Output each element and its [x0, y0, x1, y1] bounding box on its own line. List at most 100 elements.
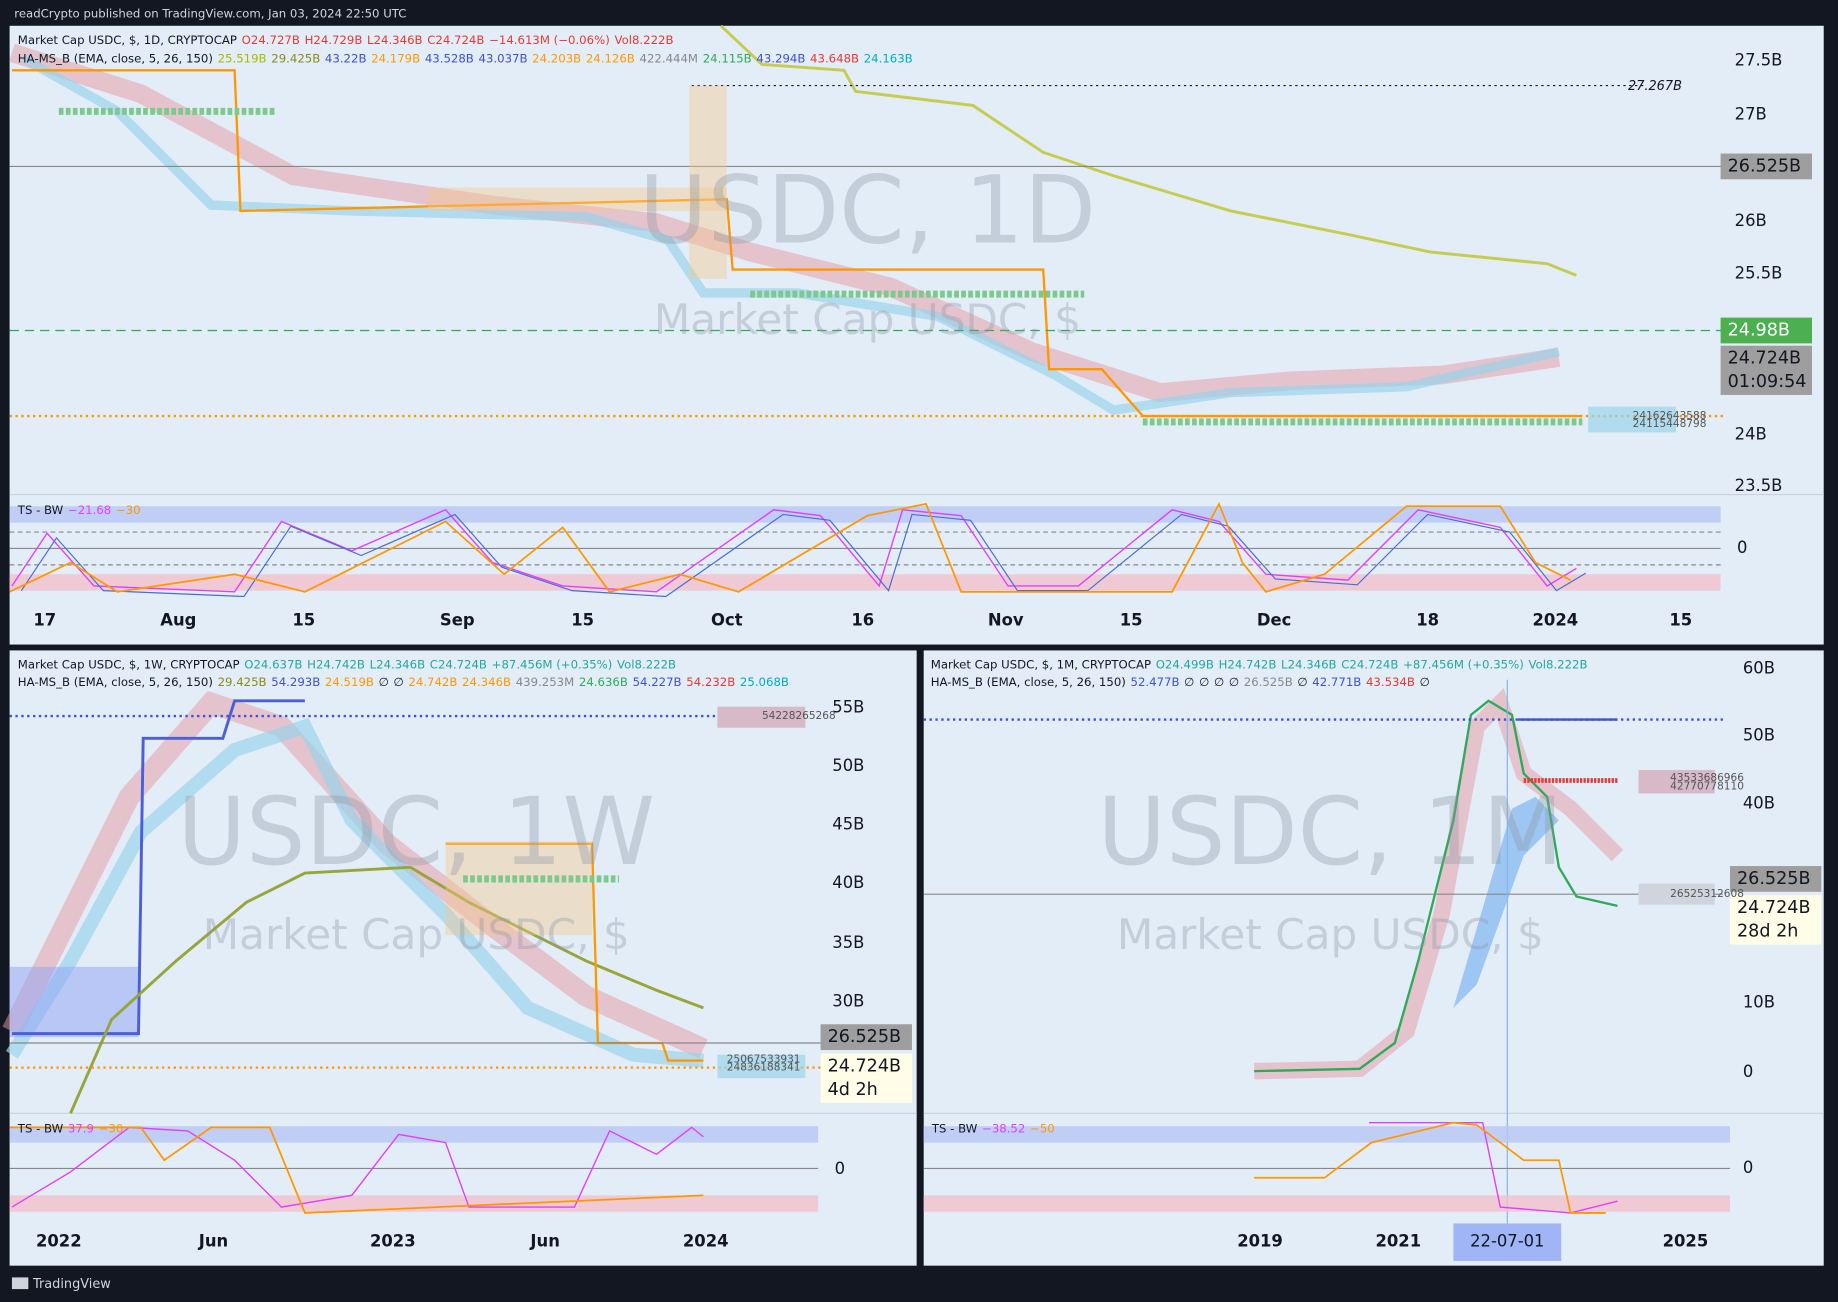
price-badge: [1729, 895, 1822, 945]
time-label: 2024: [683, 1232, 729, 1251]
legend-value: O24.637B: [244, 657, 302, 671]
price-label: 60B: [1743, 659, 1775, 678]
time-label: Sep: [440, 611, 475, 630]
price-label: 35B: [832, 933, 864, 952]
legend-value: Market Cap USDC, $, 1W, CRYPTOCAP: [18, 657, 240, 671]
legend-value: 42.771B: [1312, 675, 1361, 689]
watermark-name: Market Cap USDC, $: [1117, 910, 1544, 959]
legend-value: L24.346B: [1281, 657, 1337, 671]
legend-value: −14.613M (−0.06%): [489, 32, 610, 46]
legend-value: 52.477B: [1131, 675, 1180, 689]
legend-value: 26.525B: [1244, 675, 1293, 689]
legend-value: 25.068B: [740, 675, 789, 689]
price-badge: [820, 1024, 912, 1051]
legend-value: 24.203B: [532, 51, 581, 65]
price-label: 55B: [832, 697, 864, 716]
time-label: 2021: [1376, 1232, 1422, 1251]
legend-value: 24.636B: [579, 675, 628, 689]
legend-value: 29.425B: [218, 675, 267, 689]
legend-value: 43.528B: [425, 51, 474, 65]
legend-value: 43.648B: [810, 51, 859, 65]
watermark-name: Market Cap USDC, $: [203, 910, 630, 959]
time-label: 17: [33, 611, 56, 630]
legend-value: Vol8.222B: [614, 32, 673, 46]
legend-value: ∅: [1214, 675, 1224, 689]
legend-value: ∅: [1297, 675, 1307, 689]
level-label: 42770778110: [1670, 780, 1744, 792]
time-label: 2022: [36, 1232, 82, 1251]
price-badge: [1720, 317, 1813, 344]
level-label: 25067533931: [727, 1053, 801, 1065]
price-label: 50B: [1743, 725, 1775, 744]
time-label: 2024: [1533, 611, 1579, 630]
drawing-1m: [923, 679, 1730, 1225]
price-badge: [1720, 345, 1813, 395]
legend-line: Market Cap USDC, $, 1D, CRYPTOCAP O24.727…: [18, 32, 674, 46]
level-label: 24115448798: [1633, 418, 1707, 430]
time-label: 15: [571, 611, 594, 630]
legend-value: 54.232B: [686, 675, 735, 689]
indicator-value: −38.52: [982, 1121, 1025, 1135]
time-label: Aug: [160, 611, 196, 630]
legend-value: C24.724B: [427, 32, 484, 46]
price-label: 30B: [832, 991, 864, 1010]
legend-value: 43.037B: [479, 51, 528, 65]
indicator-value: TS - BW: [931, 1121, 978, 1135]
price-badge-text: 24.724B: [828, 1056, 902, 1076]
legend-value: HA-MS_B (EMA, close, 5, 26, 150): [931, 675, 1126, 689]
price-badge-text: 26.525B: [1728, 156, 1802, 176]
price-label: 10B: [1743, 993, 1775, 1012]
legend-value: O24.727B: [242, 32, 300, 46]
legend-value: 25.519B: [218, 51, 267, 65]
legend-value: ∅: [1199, 675, 1209, 689]
legend-value: 29.425B: [271, 51, 320, 65]
price-badge-text: 24.98B: [1728, 320, 1790, 340]
time-label: Jun: [529, 1232, 559, 1251]
legend-value: Market Cap USDC, $, 1D, CRYPTOCAP: [18, 32, 237, 46]
price-label: 40B: [832, 873, 864, 892]
indicator-zero: 0: [1737, 538, 1747, 557]
legend-value: O24.499B: [1156, 657, 1214, 671]
legend-value: 422.444M: [640, 51, 699, 65]
legend-value: Vol8.222B: [1528, 657, 1587, 671]
time-label: 2019: [1237, 1232, 1283, 1251]
level-label: 43533686966: [1670, 772, 1744, 784]
drawing-1w: [2, 690, 821, 1214]
legend-value: H24.742B: [307, 657, 365, 671]
watermark-symbol: USDC, 1M: [1097, 778, 1563, 887]
indicator-value: TS - BW: [17, 1121, 64, 1135]
indicator-zero: 0: [835, 1159, 845, 1178]
price-badge: [1720, 153, 1813, 180]
logo: [11, 1277, 29, 1290]
footer: TradingView: [32, 1277, 111, 1292]
legend-value: Market Cap USDC, $, 1M, CRYPTOCAP: [931, 657, 1151, 671]
legend-value: 24.346B: [462, 675, 511, 689]
time-label: Jun: [198, 1232, 228, 1251]
legend-value: 24.115B: [703, 51, 752, 65]
time-label: 16: [851, 611, 874, 630]
crosshair-time: [1453, 1223, 1562, 1261]
legend-value: C24.724B: [430, 657, 487, 671]
legend-value: HA-MS_B (EMA, close, 5, 26, 150): [18, 675, 213, 689]
price-badge-text: 26.525B: [828, 1027, 902, 1047]
time-label: 15: [1669, 611, 1692, 630]
indicator-value: −30: [99, 1121, 124, 1135]
price-label: 23.5B: [1735, 476, 1783, 495]
indicator-legend: TS - BW −21.68 −30: [17, 502, 141, 516]
legend-value: 24.519B: [325, 675, 374, 689]
price-label: 0: [1743, 1062, 1753, 1081]
price-label: 27.5B: [1735, 50, 1783, 69]
legend-value: 43.294B: [756, 51, 805, 65]
legend-value: ∅: [1184, 675, 1194, 689]
level-label: 26525312608: [1670, 888, 1744, 900]
time-label: 15: [1120, 611, 1143, 630]
indicator-value: −50: [1030, 1121, 1055, 1135]
price-badge-countdown: 4d 2h: [828, 1080, 878, 1100]
legend-value: 54.293B: [271, 675, 320, 689]
legend-value: L24.346B: [367, 32, 423, 46]
legend-line: HA-MS_B (EMA, close, 5, 26, 150) 25.519B 2…: [18, 51, 913, 65]
price-badge: [1729, 866, 1822, 892]
legend-value: ∅: [379, 675, 389, 689]
legend-line: Market Cap USDC, $, 1M, CRYPTOCAP O24.499…: [931, 657, 1588, 671]
panel-1m: [923, 650, 1824, 1266]
